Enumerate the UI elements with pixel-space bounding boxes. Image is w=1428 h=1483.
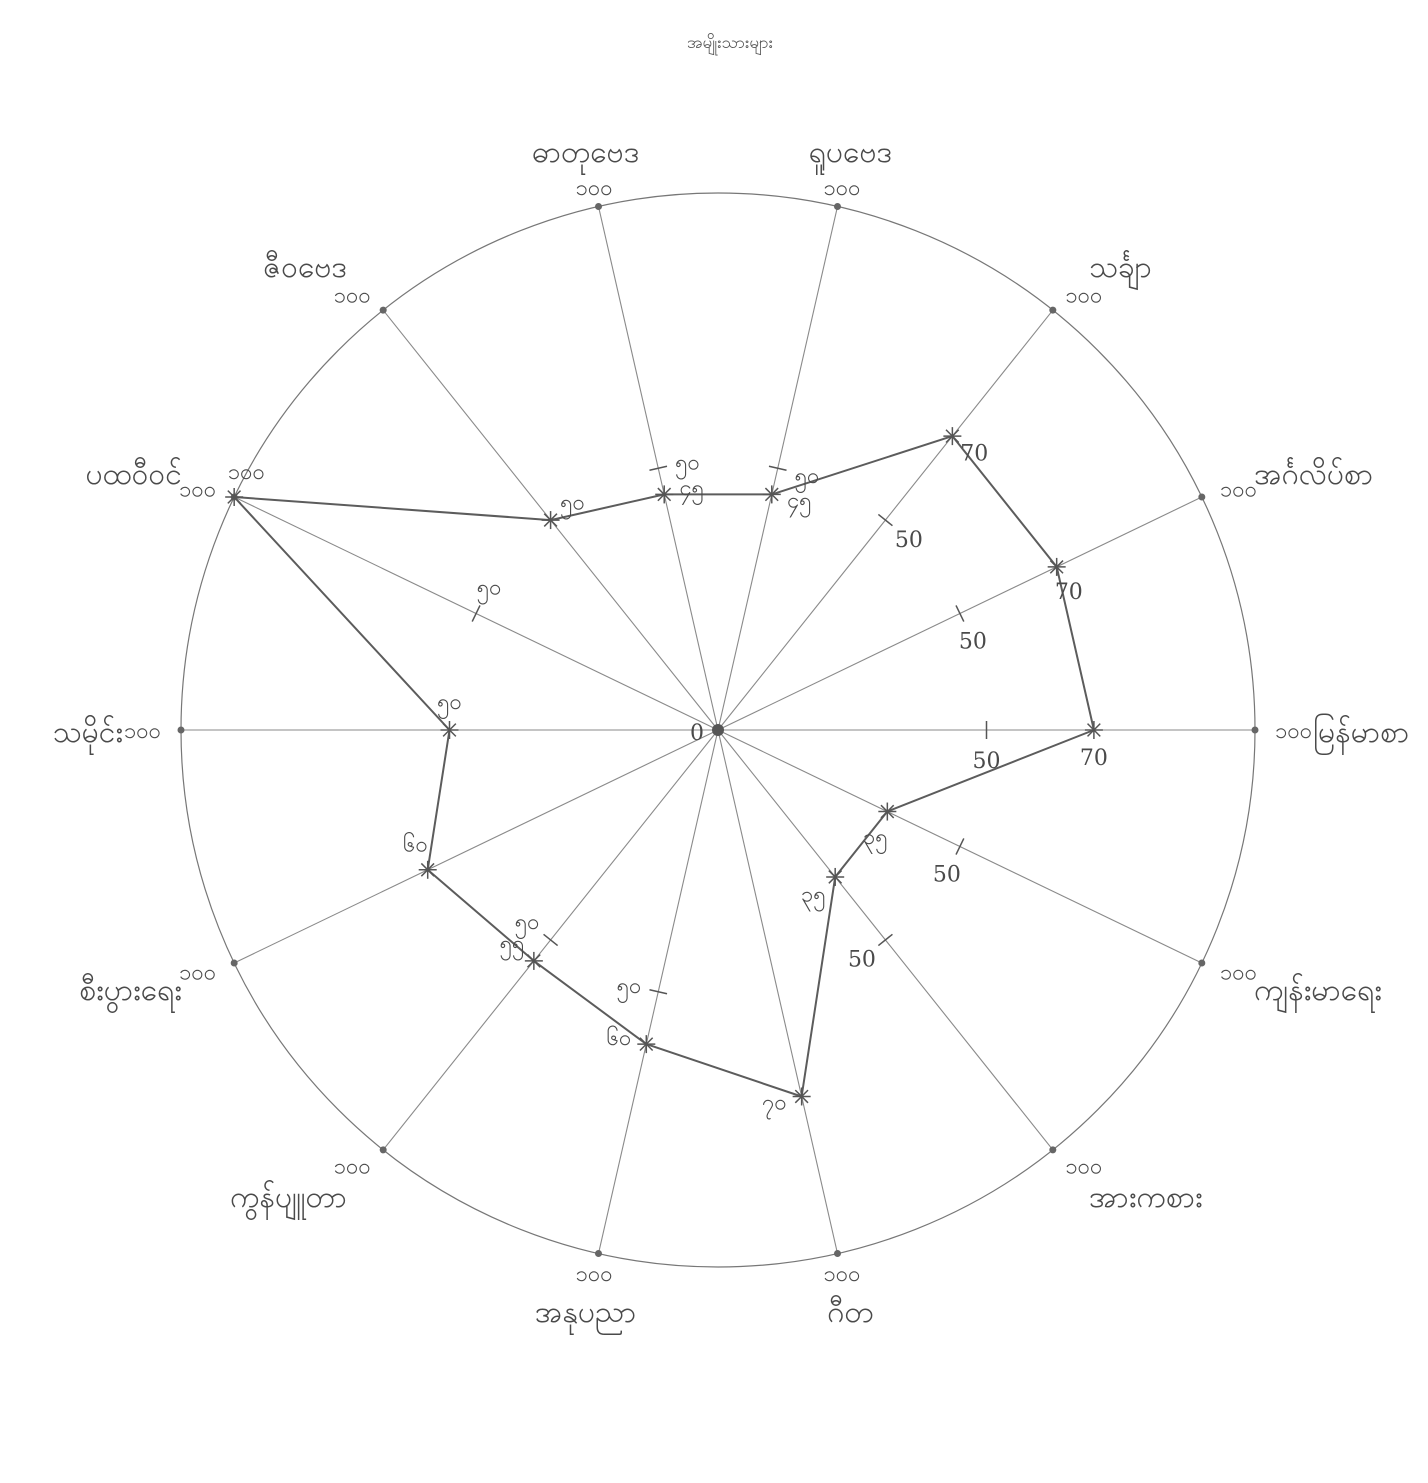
axis-end-dot — [177, 726, 185, 734]
category-label: ဓာတုဗေဒ — [532, 135, 640, 176]
category-label: အားကစား — [1089, 1180, 1203, 1215]
category-label: ပထဝီဝင် — [85, 457, 181, 492]
tick-label: ၅၀ — [675, 451, 700, 480]
data-point — [1047, 557, 1066, 576]
data-label: ၁၀၀ — [228, 460, 265, 485]
axis-end-dot — [1198, 493, 1206, 501]
tick-mark — [877, 513, 893, 527]
axis-max-label: ၁၀၀ — [1220, 477, 1257, 502]
tick-label: 50 — [973, 749, 1001, 774]
axis-max-label: ၁၀၀ — [575, 176, 612, 201]
data-label: ၃၅ — [863, 825, 888, 854]
data-label: 70 — [1080, 746, 1108, 771]
data-point — [826, 867, 845, 886]
tick-mark — [649, 465, 668, 471]
axis-end-dot — [1049, 306, 1057, 314]
data-point — [524, 951, 543, 970]
data-point — [418, 860, 437, 879]
category-label: ရူပဗေဒ — [809, 135, 892, 176]
data-label: ၄၅ — [787, 489, 812, 518]
tick-label: 50 — [933, 863, 961, 888]
category-label: ဂီတ — [827, 1295, 873, 1330]
axis-end-dot — [595, 1250, 603, 1258]
axis-max-label: ၁၀၀ — [1220, 961, 1257, 986]
axis-end-dot — [230, 959, 238, 967]
axis-spoke — [717, 729, 839, 1254]
category-label: အနုပညာ — [535, 1295, 636, 1336]
axis-max-label: ၁၀၀ — [334, 1154, 371, 1179]
axis-max-label: ၁၀၀ — [1065, 284, 1102, 309]
tick-label: 50 — [895, 528, 923, 553]
tick-mark — [955, 605, 965, 622]
axis-end-dot — [595, 202, 603, 210]
tick-mark — [877, 933, 893, 947]
axis-max-label: ၁၀၀ — [179, 961, 216, 986]
tick-mark — [768, 465, 787, 471]
tick-label: 50 — [848, 948, 876, 973]
tick-label: ၅၀ — [795, 464, 820, 493]
axis-end-dot — [1251, 726, 1259, 734]
axis-end-dot — [379, 1146, 387, 1154]
tick-mark — [649, 989, 668, 995]
data-label: ၆၀ — [403, 832, 428, 858]
chart-title: အမျိုးသားများ — [687, 33, 773, 56]
axis-max-label: ၁၀၀ — [823, 176, 860, 201]
axis-spoke — [233, 729, 719, 964]
data-label: 70 — [1055, 580, 1083, 605]
category-label: အင်္ဂလိပ်စာ — [1254, 457, 1373, 492]
category-label: ကျန်းမာရေး — [1254, 973, 1382, 1014]
axis-max-label: ၁၀၀ — [823, 1262, 860, 1287]
data-point — [225, 488, 244, 507]
data-label: ၅၅ — [500, 931, 525, 960]
tick-label: 50 — [959, 630, 987, 655]
axis-end-dot — [1198, 959, 1206, 967]
category-label: ကွန်ပျူတာ — [230, 1180, 347, 1221]
axis-max-label: ၁၀၀ — [334, 284, 371, 309]
axis-end-dot — [833, 202, 841, 210]
data-point — [878, 802, 897, 821]
axis-max-label: ၁၀၀ — [575, 1262, 612, 1287]
tick-label: ၅၀ — [477, 575, 502, 604]
data-label: 70 — [960, 442, 988, 467]
tick-label: ၅၀ — [515, 910, 540, 939]
data-point — [1084, 721, 1103, 739]
data-label: ၆၀ — [607, 1025, 632, 1051]
axis-end-dot — [833, 1250, 841, 1258]
axis-end-dot — [1049, 1146, 1057, 1154]
data-label: ၇၀ — [762, 1091, 787, 1120]
axis-max-label: ၁၀၀ — [179, 477, 216, 502]
center-point — [712, 724, 724, 736]
series-line — [233, 435, 1095, 1098]
tick-mark — [955, 838, 965, 855]
data-point — [541, 511, 560, 530]
data-label: ၄၅ — [679, 476, 704, 505]
data-label: ၅၀ — [560, 491, 585, 520]
category-label: ဇီဝဗေဒ — [263, 250, 347, 285]
axis-end-dot — [379, 306, 387, 314]
axis-max-label: ၁၀၀ — [1065, 1154, 1102, 1179]
data-point — [762, 485, 781, 504]
data-point — [655, 485, 674, 504]
tick-mark — [471, 605, 481, 622]
data-point — [637, 1035, 656, 1054]
tick-label: ၅၀ — [617, 974, 642, 1003]
category-label: စီးပွားရေး — [79, 973, 182, 1014]
category-label: သင်္ချာ — [1089, 250, 1152, 291]
data-point — [792, 1087, 811, 1106]
origin-label: 0 — [690, 721, 704, 746]
tick-mark — [543, 933, 559, 947]
category-label: သမိုင်း — [53, 715, 123, 756]
axis-max-label: ၁၀၀ — [1275, 719, 1312, 744]
data-point — [943, 427, 962, 446]
category-label: မြန်မာစာ — [1313, 713, 1409, 756]
data-point — [440, 721, 459, 739]
data-label: ၅၀ — [437, 690, 462, 719]
data-label: ၃၅ — [801, 882, 826, 911]
axis-max-label: ၁၀၀ — [124, 719, 161, 744]
